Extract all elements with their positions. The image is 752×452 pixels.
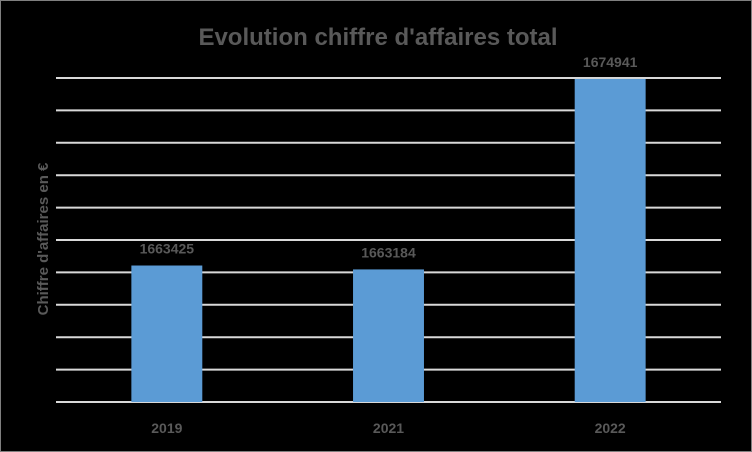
bar-2019 [131,265,203,402]
x-tick-2021: 2021 [373,420,404,436]
bar-2021 [353,269,424,402]
chart-title: Evolution chiffre d'affaires total [198,24,557,51]
data-labels: 1663425 1663184 1674941 [140,54,638,260]
data-label-2022: 1674941 [583,54,638,70]
x-tick-2019: 2019 [151,420,182,436]
x-tick-2022: 2022 [595,420,626,436]
data-label-2021: 1663184 [361,244,416,260]
x-tick-labels: 2019 2021 2022 [151,420,626,436]
y-axis-label: Chiffre d'affaires en € [35,162,52,315]
data-label-2019: 1663425 [140,241,195,257]
bar-2022 [574,78,646,402]
bars [131,78,646,402]
